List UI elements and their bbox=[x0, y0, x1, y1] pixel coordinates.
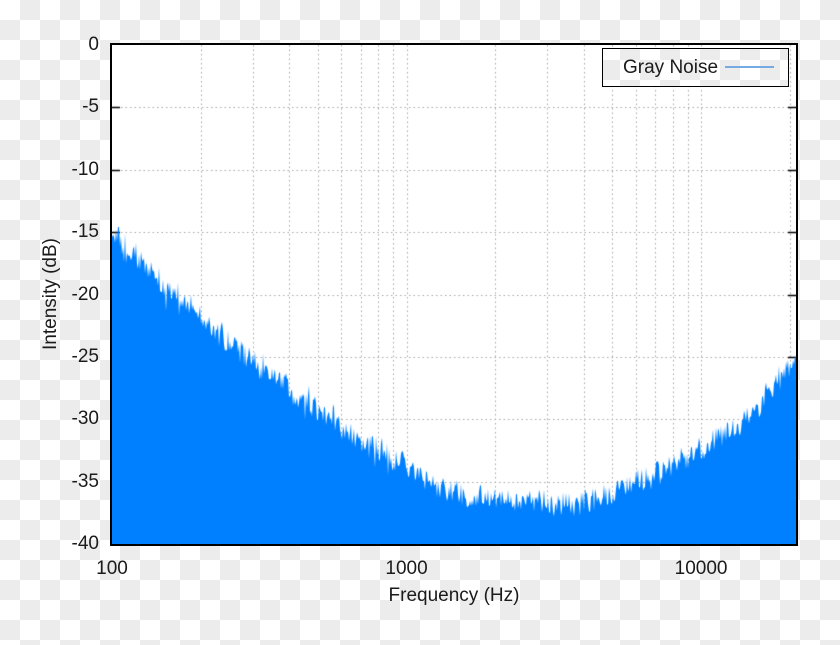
legend-series-label: Gray Noise bbox=[623, 56, 719, 78]
y-tick-label: -25 bbox=[71, 345, 99, 367]
spectrum-plot-canvas bbox=[112, 45, 796, 544]
plot-area bbox=[110, 43, 798, 546]
y-tick-label: 0 bbox=[88, 34, 99, 55]
x-tick-label: 1000 bbox=[385, 558, 428, 579]
y-tick-label: -10 bbox=[71, 158, 99, 180]
y-tick-label: -5 bbox=[82, 96, 99, 118]
legend: Gray Noise bbox=[602, 48, 789, 87]
y-tick-label: -40 bbox=[71, 533, 99, 554]
y-tick-label: -30 bbox=[71, 408, 99, 430]
legend-line-sample-icon bbox=[725, 66, 774, 68]
x-axis-title: Frequency (Hz) bbox=[388, 585, 520, 606]
x-tick-label: 10000 bbox=[674, 558, 728, 579]
y-tick-label: -35 bbox=[71, 470, 99, 492]
y-tick-label: -15 bbox=[71, 221, 99, 243]
y-tick-label: -20 bbox=[71, 283, 99, 305]
x-tick-label: 100 bbox=[96, 558, 128, 579]
